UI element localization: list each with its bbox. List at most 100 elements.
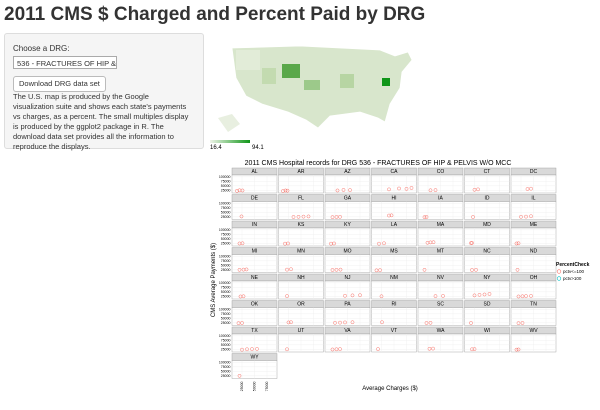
strip-label: AR	[298, 169, 305, 175]
y-tick-label: 100000	[219, 255, 231, 259]
point	[431, 240, 436, 245]
point	[330, 268, 335, 272]
strip-label: MD	[483, 222, 491, 228]
strip-label: IA	[438, 196, 443, 202]
y-tick-label: 25000	[221, 189, 231, 193]
strip-label: WA	[437, 328, 446, 334]
point	[472, 293, 477, 298]
x-axis-label: Average Charges ($)	[362, 386, 418, 392]
point	[524, 214, 528, 219]
point	[433, 294, 438, 298]
point	[285, 267, 289, 272]
point	[380, 320, 384, 325]
strip-label: NE	[251, 275, 259, 281]
point	[487, 292, 492, 296]
y-tick-label: 50000	[221, 343, 231, 347]
point	[236, 321, 241, 326]
point	[285, 188, 290, 193]
strip-label: TN	[530, 302, 537, 308]
strip-label: KS	[298, 222, 305, 228]
y-tick-label: 75000	[221, 259, 231, 263]
x-tick-label: 75000	[265, 381, 269, 391]
point	[514, 241, 519, 246]
strip-label: TX	[251, 328, 258, 334]
point	[424, 321, 429, 325]
point	[529, 214, 533, 219]
point	[283, 188, 288, 193]
point	[422, 215, 427, 220]
strip-label: NV	[437, 275, 445, 281]
point	[334, 347, 339, 352]
point	[470, 268, 474, 272]
point	[427, 346, 432, 351]
y-tick-label: 75000	[221, 339, 231, 343]
point	[334, 267, 339, 272]
point	[519, 214, 523, 219]
y-tick-label: 25000	[221, 321, 231, 325]
strip-label: NM	[390, 275, 398, 281]
y-tick-label: 100000	[219, 334, 231, 338]
y-tick-label: 50000	[221, 370, 231, 374]
point	[286, 241, 290, 246]
strip-label: CO	[437, 169, 445, 175]
y-tick-label: 75000	[221, 233, 231, 237]
point	[441, 294, 445, 298]
point	[525, 187, 530, 191]
point	[291, 215, 296, 219]
point	[377, 241, 381, 246]
strip-label: WY	[250, 355, 259, 361]
y-tick-label: 25000	[221, 295, 231, 299]
point	[289, 320, 293, 325]
point	[470, 241, 474, 245]
strip-label: UT	[298, 328, 305, 334]
y-tick-label: 75000	[221, 286, 231, 290]
point	[374, 268, 379, 273]
point	[348, 188, 352, 192]
strip-label: SD	[484, 302, 491, 308]
point	[358, 293, 362, 298]
y-tick-label: 25000	[221, 348, 231, 352]
strip-label: IN	[252, 222, 257, 228]
point	[428, 188, 433, 193]
point	[245, 347, 249, 352]
strip-label: NJ	[344, 275, 351, 281]
point	[338, 347, 342, 351]
point	[516, 241, 521, 246]
strip-label: NY	[484, 275, 492, 281]
drg-select[interactable]: 536 - FRACTURES OF HIP &	[13, 56, 117, 69]
y-tick-label: 50000	[221, 237, 231, 241]
point	[469, 321, 473, 325]
map-legend-min: 16.4	[210, 145, 222, 151]
point	[433, 188, 438, 192]
point	[343, 293, 347, 298]
point	[520, 294, 525, 299]
strip-label: DC	[530, 169, 538, 175]
y-tick-label: 50000	[221, 184, 231, 188]
strip-label: FL	[298, 196, 304, 202]
point	[382, 241, 386, 246]
download-button[interactable]: Download DRG data set	[13, 76, 106, 92]
y-tick-label: 75000	[221, 365, 231, 369]
point	[409, 186, 414, 190]
point	[289, 267, 293, 272]
strip-label: RI	[392, 302, 397, 308]
point	[520, 321, 525, 325]
point	[389, 213, 394, 218]
y-tick-label: 25000	[221, 242, 231, 246]
point	[397, 186, 401, 191]
strip-label: GA	[344, 196, 352, 202]
point	[255, 347, 259, 351]
point	[482, 292, 487, 297]
strip-label: HI	[392, 196, 397, 202]
strip-label: CT	[484, 169, 491, 175]
y-tick-label: 50000	[221, 290, 231, 294]
point	[240, 347, 244, 352]
point	[514, 347, 519, 352]
y-tick-label: 25000	[221, 268, 231, 272]
point	[338, 267, 343, 272]
y-tick-label: 50000	[221, 317, 231, 321]
x-tick-label: 25000	[240, 381, 244, 391]
point	[244, 267, 249, 272]
point	[379, 294, 384, 299]
